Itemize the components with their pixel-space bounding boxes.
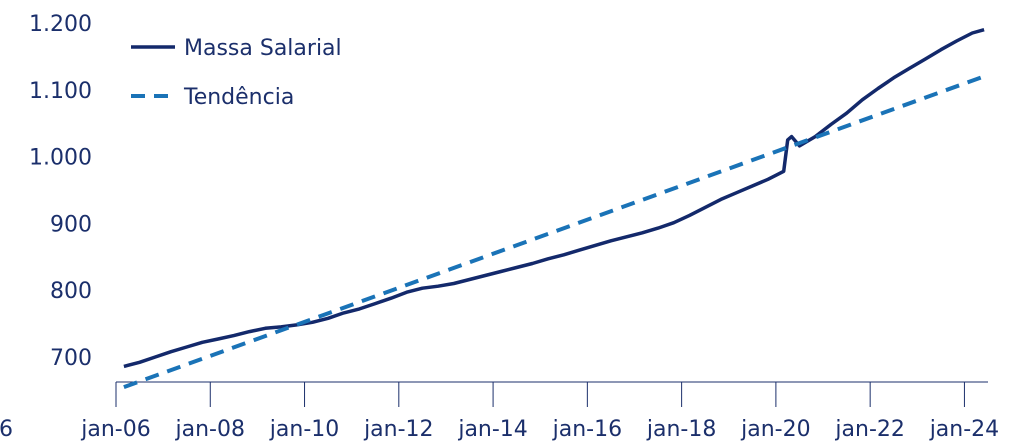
x-tick-label: jan-22 bbox=[834, 417, 904, 442]
x-tick-label: jan-24 bbox=[929, 417, 999, 442]
y-tick-label: 900 bbox=[50, 212, 92, 237]
x-tick-label: jan-08 bbox=[175, 417, 245, 442]
x-tick-label: jan-06 bbox=[80, 417, 150, 442]
x-tick-label: jan-12 bbox=[363, 417, 433, 442]
y-tick-label: 1.100 bbox=[29, 79, 92, 104]
x-tick-label: jan-16 bbox=[552, 417, 622, 442]
y-axis: 700 800 900 1.000 1.100 1.200 bbox=[29, 12, 92, 371]
y-tick-label: 1.000 bbox=[29, 146, 92, 171]
legend: Massa Salarial Tendência bbox=[131, 36, 342, 110]
y-tick-label: 800 bbox=[50, 279, 92, 304]
legend-label-trend: Tendência bbox=[183, 85, 294, 110]
trend-line bbox=[123, 74, 985, 389]
series-layer bbox=[123, 28, 985, 389]
y-tick-label: 1.200 bbox=[29, 12, 92, 37]
x-axis: jan-06 jan-08 jan-10 jan-12 jan-14 jan-16 jan-… bbox=[80, 381, 999, 442]
y-tick-label: 700 bbox=[50, 346, 92, 371]
x-tick-label: jan-14 bbox=[457, 417, 527, 442]
x-tick-label: jan-18 bbox=[646, 417, 716, 442]
salary-mass-line bbox=[123, 28, 985, 369]
legend-label-salary: Massa Salarial bbox=[184, 36, 342, 61]
x-tick-label: jan-20 bbox=[740, 417, 810, 442]
x-tick-label: jan-10 bbox=[269, 417, 339, 442]
edge-tick-label: 6 bbox=[0, 417, 13, 442]
